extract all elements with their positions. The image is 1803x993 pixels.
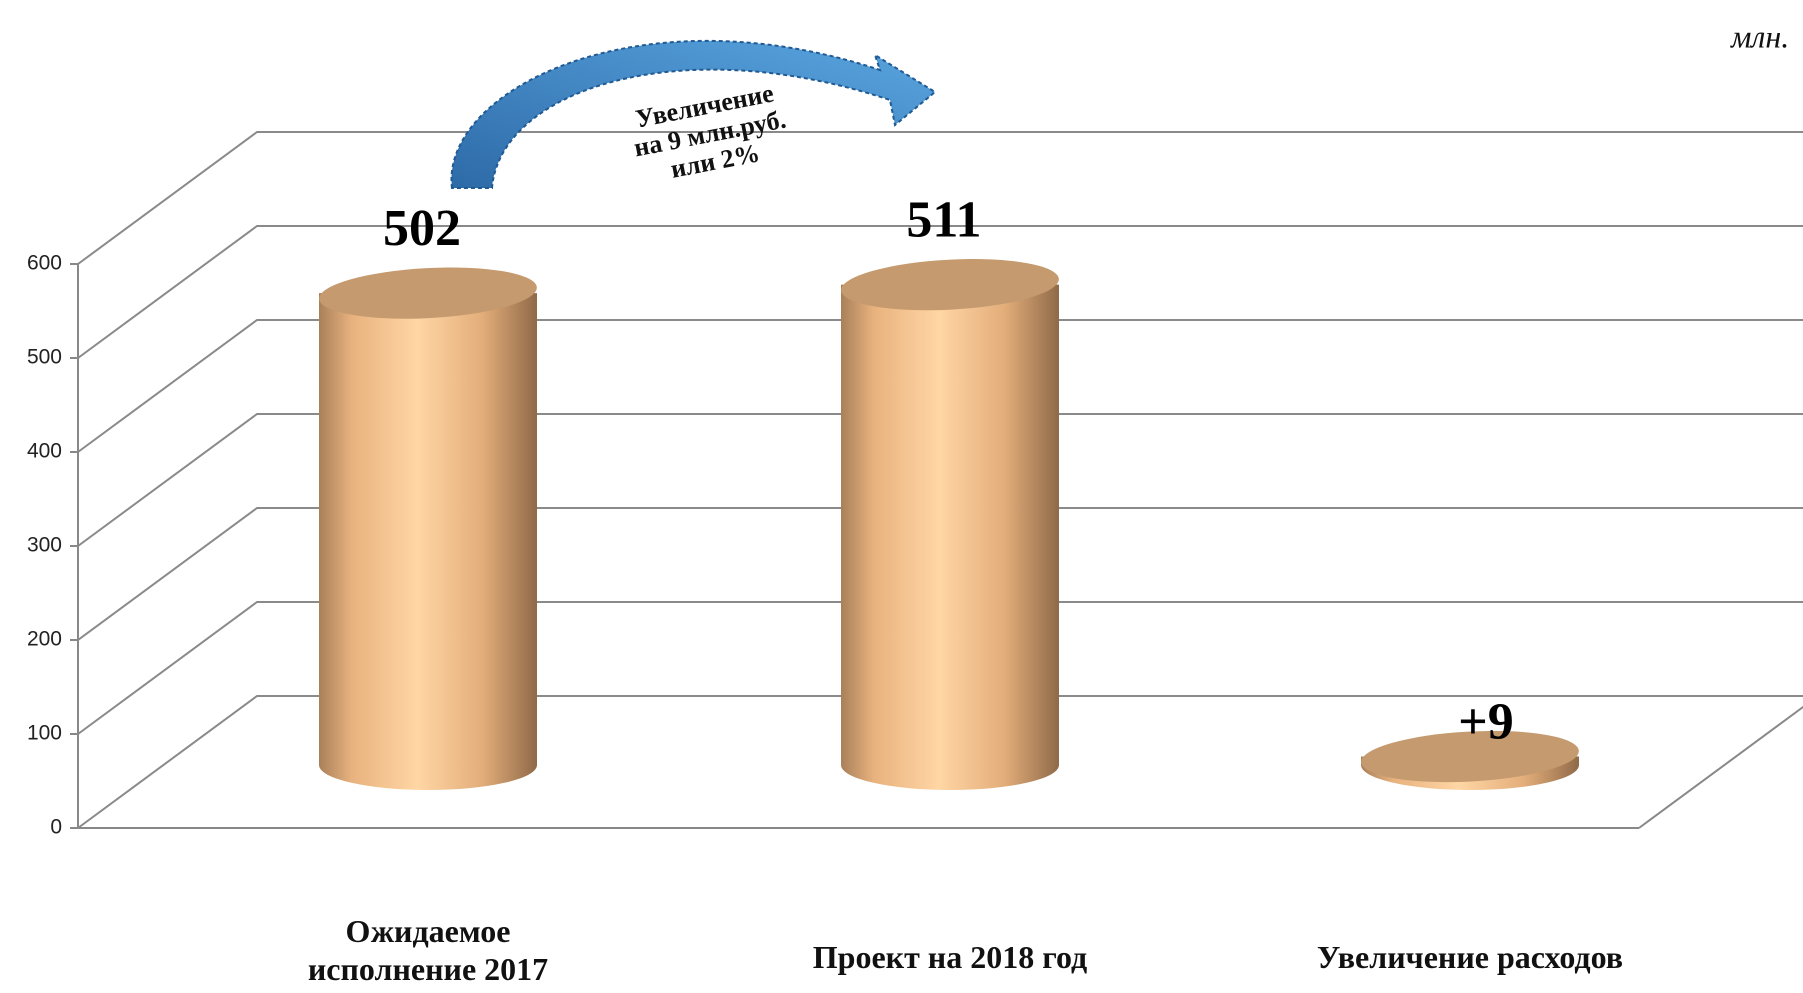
grid-line [77, 695, 1803, 829]
cylinder-body [841, 284, 1059, 790]
x-tick-label: Ожидаемое исполнение 2017 года [307, 913, 549, 993]
grid-line [77, 131, 1803, 265]
cylinder-top [841, 259, 1059, 311]
value-label: 502 [383, 200, 461, 257]
y-tick-label: 100 [27, 722, 62, 745]
cylinder [841, 259, 1059, 790]
x-tick-label: Проект на 2018 год [812, 939, 1088, 975]
cylinder-body [319, 293, 537, 790]
y-tick-label: 200 [27, 628, 62, 651]
grid: 0 100 200 300 400 500 600 [27, 131, 1803, 839]
cylinder-top [1361, 730, 1579, 783]
grid-line [77, 507, 1803, 641]
grid-line [77, 601, 1803, 735]
grid-line [77, 225, 1803, 359]
x-tick-label: Увеличение расходов [1316, 939, 1624, 975]
cylinder [1361, 730, 1579, 790]
unit-label: млн. [1730, 18, 1789, 54]
cylinder-top [319, 267, 537, 319]
bars: 502 511 +9 [319, 192, 1579, 790]
y-tick-label: 400 [27, 440, 62, 463]
cylinder [319, 267, 537, 790]
y-tick-label: 0 [50, 816, 62, 839]
y-tick-label: 500 [27, 346, 62, 369]
y-tick-label: 600 [27, 252, 62, 275]
value-label: 511 [906, 192, 981, 249]
grid-line [77, 319, 1803, 453]
y-tick-label: 300 [27, 534, 62, 557]
increase-arrow [450, 39, 937, 189]
grid-line [77, 413, 1803, 547]
value-label: +9 [1458, 693, 1514, 750]
floor-edge [1638, 705, 1803, 829]
